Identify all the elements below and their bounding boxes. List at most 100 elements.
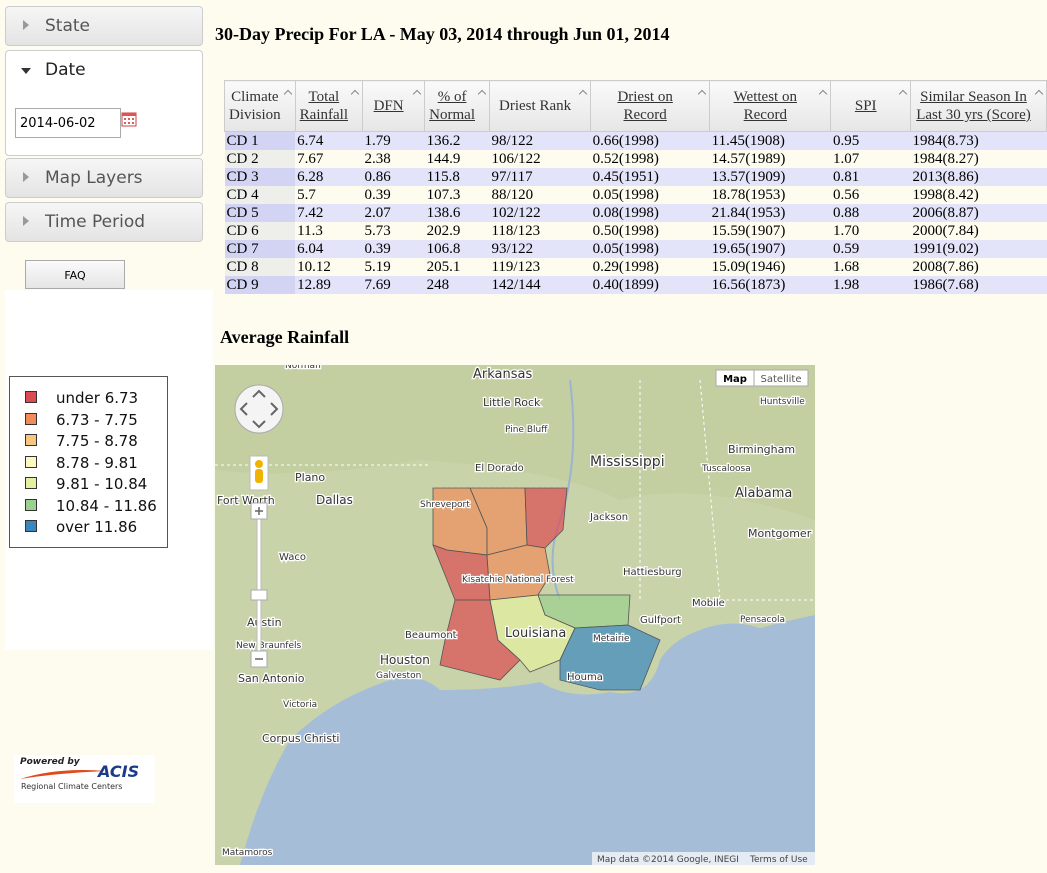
legend-label: 7.75 - 8.78 <box>56 432 138 450</box>
table-cell: 21.84(1953) <box>709 204 831 222</box>
legend-label: under 6.73 <box>56 389 139 407</box>
divisions <box>432 487 661 691</box>
table-cell: 5.19 <box>364 259 391 275</box>
table-cell: 15.59(1907) <box>711 223 786 239</box>
map-type-label: Map <box>723 374 747 385</box>
acis-logo[interactable]: Powered by ACIS Regional Climate Centers <box>14 755 155 803</box>
table-cell: 5.73 <box>364 223 391 239</box>
faq-button[interactable]: FAQ <box>25 260 125 289</box>
table-cell: 13.57(1909) <box>709 168 831 186</box>
table-row: CD 8 10.12 5.19 205.1 119/123 0.29(1998) 15.09… <box>224 258 1047 276</box>
panel-title: Map Layers <box>45 168 143 188</box>
table-cell: 7.42 <box>295 204 363 222</box>
table-cell: 0.88 <box>830 204 911 222</box>
table-cell: 106/122 <box>491 151 541 167</box>
table-cell: 0.39 <box>364 187 391 203</box>
table-cell: 11.45(1908) <box>709 131 831 150</box>
calendar-icon[interactable] <box>121 111 137 127</box>
table-cell: 0.56 <box>832 187 860 203</box>
legend-swatch <box>25 391 37 403</box>
column-header[interactable]: SPI <box>830 80 912 132</box>
map-label: Norman <box>285 365 321 371</box>
zoom-control[interactable] <box>250 502 268 668</box>
table-cell: 16.56(1873) <box>709 276 831 294</box>
table-cell: 18.78(1953) <box>711 187 786 203</box>
header-text: % of Normal <box>429 89 475 123</box>
street-view[interactable] <box>249 455 269 491</box>
table-row: CD 2 7.67 2.38 144.9 106/122 0.52(1998) 14.57(… <box>224 150 1047 168</box>
table-cell: 0.29(1998) <box>592 259 659 275</box>
table-cell: CD 8 <box>224 258 296 276</box>
table-cell: 119/123 <box>491 259 541 275</box>
legend-swatch <box>25 412 37 425</box>
map-label: Galveston <box>376 671 421 681</box>
pan-control[interactable] <box>234 384 284 434</box>
arrow-icon <box>23 216 29 226</box>
table-cell: 107.3 <box>426 187 461 203</box>
header-text: Driest on Record <box>617 89 673 123</box>
climate-division <box>559 624 661 691</box>
date-input[interactable] <box>15 108 121 138</box>
map-type-control: Map Satellite <box>715 369 809 387</box>
column-header[interactable]: Wettest on Record <box>709 80 832 132</box>
accordion-panel[interactable]: Time Period <box>5 202 203 242</box>
table-cell: CD 1 <box>224 131 296 150</box>
map-label: Gulfport <box>640 615 681 626</box>
map[interactable]: Norman Arkansas Little Rock Pine Bluff El Do… <box>215 365 815 865</box>
table-cell: 10.12 <box>297 259 331 275</box>
legend-label: 8.78 - 9.81 <box>56 453 138 472</box>
table-cell: CD 7 <box>224 240 296 258</box>
table-cell: 0.40(1899) <box>590 276 710 294</box>
arrow-icon <box>23 172 29 182</box>
column-header[interactable]: Similar Season In Last 30 yrs (Score) <box>910 80 1047 132</box>
table-cell: 11.3 <box>297 223 323 239</box>
table-cell: 2.07 <box>362 204 425 222</box>
map-label: Alabama <box>735 486 792 501</box>
climate-division <box>524 487 568 549</box>
column-header[interactable]: DFN <box>361 80 426 132</box>
table-cell: 144.9 <box>426 151 461 167</box>
table-cell: 142/144 <box>489 276 591 294</box>
column-header[interactable]: Driest Rank <box>488 80 592 132</box>
table-cell: 6.28 <box>295 168 363 186</box>
map-label: Houma <box>567 672 603 683</box>
column-header[interactable]: % of Normal <box>424 80 490 132</box>
table-cell: 0.50(1998) <box>592 223 659 239</box>
legend-swatch <box>25 434 37 446</box>
attribution-text: Map data ©2014 Google, INEGI <box>597 855 739 865</box>
table-cell: 1.70 <box>832 223 860 239</box>
legend-swatch <box>25 455 37 468</box>
accordion-panel[interactable]: Date <box>5 50 203 156</box>
attribution-text: Terms of Use <box>749 855 808 865</box>
table-cell: 1.79 <box>362 131 425 150</box>
map-label: Little Rock <box>483 396 541 409</box>
map-label: Matamoros <box>222 848 273 858</box>
column-header[interactable]: Driest on Record <box>590 80 711 132</box>
map-label: Plano <box>295 471 325 484</box>
header-row: Climate Division Total Rainfall DFN % of No… <box>224 80 1047 132</box>
column-header[interactable]: Total Rainfall <box>294 80 364 132</box>
map-label: Pine Bluff <box>505 425 548 435</box>
column-header[interactable]: Climate Division <box>224 80 296 132</box>
map-label: Jackson <box>589 512 628 523</box>
map-label: Tuscaloosa <box>701 464 751 474</box>
map-labels: Norman Arkansas Little Rock Pine Bluff El Do… <box>216 365 813 859</box>
map-label: Huntsville <box>760 397 805 407</box>
map-type-button[interactable] <box>753 369 809 387</box>
table-cell: 5.7 <box>297 187 316 203</box>
map-label: Victoria <box>283 700 317 710</box>
map-type-label: Satellite <box>761 374 802 385</box>
map-label: Shreveport <box>420 500 470 510</box>
header-text: Wettest on Record <box>733 89 797 123</box>
table-cell: 205.1 <box>426 259 461 275</box>
accordion-panel[interactable]: State <box>5 6 203 46</box>
table-cell: 0.52(1998) <box>592 151 659 167</box>
table-cell: 0.05(1998) <box>590 240 710 258</box>
water <box>240 615 815 865</box>
land-shade <box>215 365 815 520</box>
table-cell: 0.66(1998) <box>590 131 710 150</box>
attribution: Map data ©2014 Google, INEGI Terms of Use <box>597 855 808 865</box>
accordion-panel[interactable]: Map Layers <box>5 158 203 198</box>
map-label: New Braunfels <box>236 641 301 651</box>
